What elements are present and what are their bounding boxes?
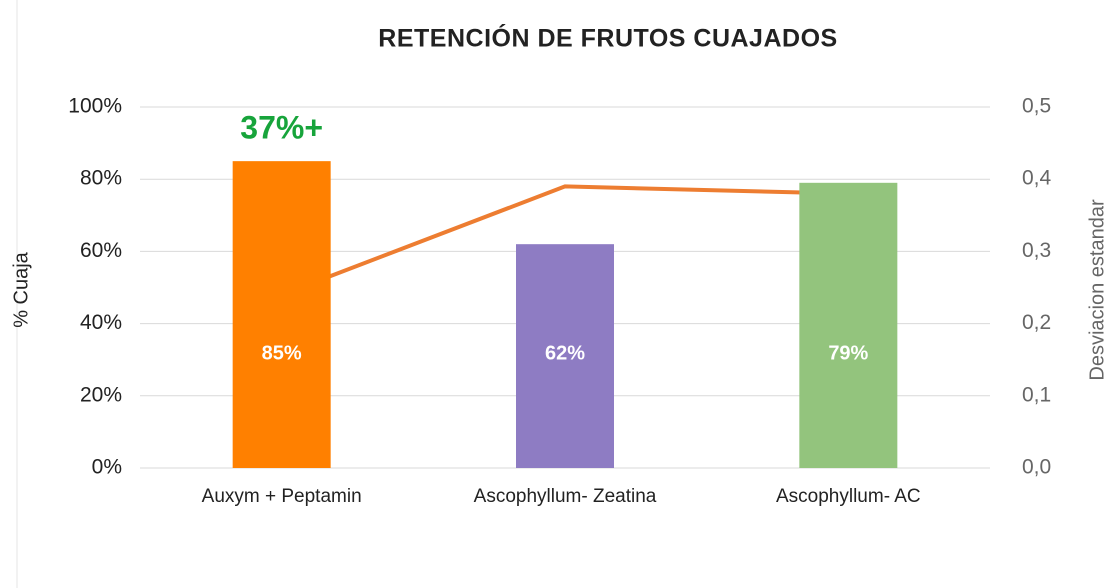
- data-label: 62%: [545, 342, 585, 364]
- data-label: 79%: [828, 342, 868, 364]
- annotation: 37%+: [240, 109, 323, 145]
- y2-tick-label: 0,0: [1022, 456, 1051, 479]
- bar: [232, 161, 331, 468]
- y-tick-label: 100%: [68, 95, 122, 118]
- y2-axis-label: Desviacion estandar: [1086, 199, 1108, 381]
- x-tick-label: Ascophyllum- Zeatina: [474, 486, 657, 507]
- y2-tick-label: 0,4: [1022, 167, 1052, 190]
- data-label: 85%: [262, 342, 302, 364]
- y-tick-label: 20%: [80, 383, 122, 406]
- x-tick-label: Ascophyllum- AC: [776, 486, 921, 507]
- y2-tick-label: 0,3: [1022, 239, 1051, 262]
- y-tick-label: 60%: [80, 239, 122, 262]
- y-tick-label: 40%: [80, 311, 122, 334]
- x-tick-label: Auxym + Peptamin: [202, 486, 362, 507]
- y-tick-label: 80%: [80, 167, 122, 190]
- y2-tick-label: 0,2: [1022, 311, 1051, 334]
- line-series: [280, 184, 849, 297]
- y-axis-label: % Cuaja: [10, 251, 32, 327]
- bar: [516, 244, 614, 468]
- chart-title: RETENCIÓN DE FRUTOS CUAJADOS: [378, 23, 837, 53]
- y2-tick-label: 0,1: [1022, 383, 1051, 406]
- bar: [799, 182, 898, 468]
- y-tick-label: 0%: [92, 456, 122, 479]
- y2-tick-label: 0,5: [1022, 95, 1051, 118]
